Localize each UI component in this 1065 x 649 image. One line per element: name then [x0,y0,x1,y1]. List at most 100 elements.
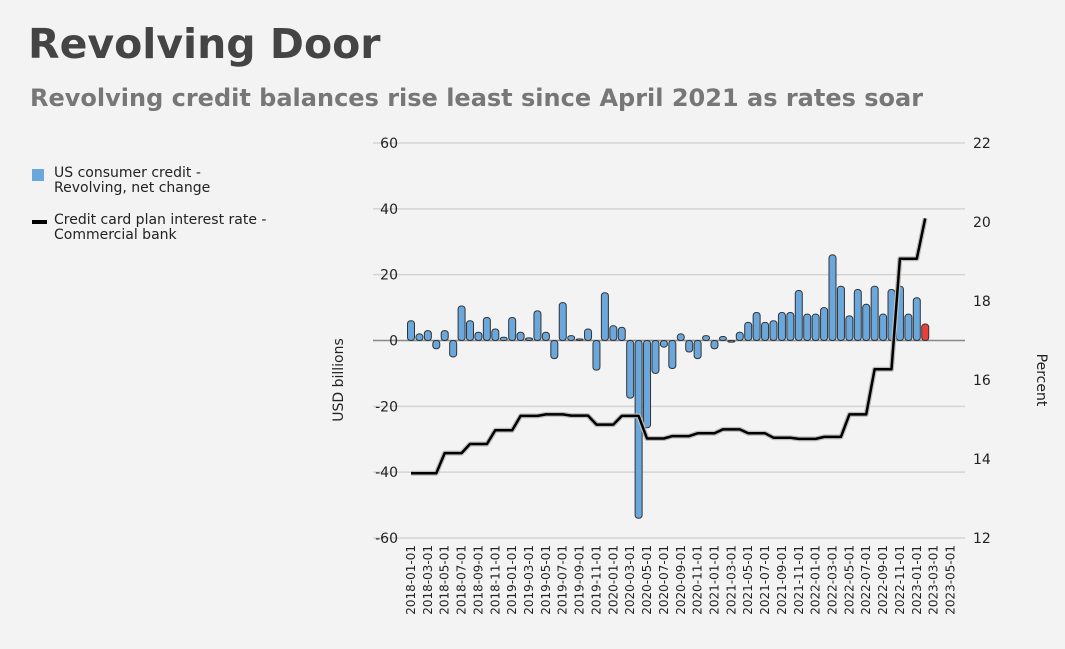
bar[interactable] [550,340,559,360]
bar[interactable] [836,285,845,341]
x-tick-label: 2020-05-01 [640,545,654,615]
bar[interactable] [862,303,871,341]
chart-subtitle: Revolving credit balances rise least sin… [30,84,924,112]
bar[interactable] [651,340,660,374]
bar[interactable] [761,321,770,342]
bar[interactable] [516,331,525,342]
bar[interactable] [482,316,491,342]
legend-label: Revolving, net change [54,180,211,196]
bar[interactable] [592,340,601,371]
bar[interactable] [912,297,921,342]
y-right-tick-label: 16 [973,373,991,389]
bar[interactable] [668,340,677,369]
bar[interactable] [921,323,930,341]
bar[interactable] [820,307,829,342]
x-tick-label: 2022-09-01 [876,545,890,615]
interest-rate-line-halo [411,217,928,476]
x-tick-label: 2018-09-01 [471,545,485,615]
y-right-tick-label: 12 [973,531,991,547]
y-right-tick-label: 14 [973,452,991,468]
bar[interactable] [440,330,449,341]
bar[interactable] [702,335,711,341]
bar[interactable] [600,292,609,342]
x-tick-label: 2019-09-01 [573,545,587,615]
bar[interactable] [744,321,753,342]
bar[interactable] [415,333,424,341]
bar[interactable] [466,320,475,341]
chart-title: Revolving Door [28,20,381,68]
y-left-tick-label: 20 [380,268,398,284]
bar[interactable] [879,313,888,341]
bar[interactable] [474,331,483,342]
x-tick-label: 2021-11-01 [792,545,806,615]
bar[interactable] [407,320,415,341]
bar[interactable] [685,340,694,353]
x-tick-label: 2019-11-01 [589,545,603,615]
bar[interactable] [752,312,761,342]
y-left-tick-label: -20 [375,399,398,415]
legend-label: Credit card plan interest rate - [54,212,267,228]
bar[interactable] [533,310,542,341]
x-tick-label: 2022-03-01 [826,545,840,615]
bar[interactable] [870,285,879,341]
x-tick-label: 2022-11-01 [893,545,907,615]
x-tick-label: 2018-11-01 [488,545,502,615]
bar[interactable] [643,340,652,429]
bar[interactable] [567,335,576,341]
y-left-tick-label: 40 [380,202,398,218]
bar[interactable] [508,316,517,342]
bar[interactable] [423,330,432,341]
bar[interactable] [584,328,593,341]
bar[interactable] [575,338,584,341]
bar[interactable] [811,313,820,341]
bar[interactable] [828,254,837,342]
bar[interactable] [718,336,727,341]
bar[interactable] [659,340,668,348]
x-tick-label: 2022-07-01 [859,545,873,615]
bar[interactable] [904,313,913,341]
bar[interactable] [845,315,854,341]
bar[interactable] [853,288,862,341]
bar[interactable] [727,340,736,343]
legend-item-interest-rate[interactable]: Credit card plan interest rate - Commerc… [32,213,266,243]
bar[interactable] [803,313,812,341]
bar[interactable] [617,326,626,342]
x-tick-label: 2022-01-01 [809,545,823,615]
bar[interactable] [491,328,500,341]
x-tick-label: 2019-07-01 [556,545,570,615]
legend-item-revolving[interactable]: US consumer credit - Revolving, net chan… [32,166,266,196]
legend-bar-swatch [32,169,44,181]
bar[interactable] [769,320,778,341]
bar[interactable] [626,340,635,399]
x-tick-label: 2023-01-01 [910,545,924,615]
bar[interactable] [609,325,618,341]
x-tick-label: 2018-01-01 [404,545,418,615]
bar[interactable] [558,302,567,342]
bar[interactable] [541,331,550,342]
bar[interactable] [457,305,466,341]
bar[interactable] [499,336,508,342]
interest-rate-line[interactable] [411,218,927,475]
x-tick-label: 2019-01-01 [505,545,519,615]
x-tick-label: 2021-03-01 [724,545,738,615]
legend: US consumer credit - Revolving, net chan… [32,166,266,260]
legend-line-swatch [32,220,47,224]
x-tick-label: 2020-03-01 [623,545,637,615]
x-tick-label: 2020-11-01 [691,545,705,615]
y-right-tick-label: 22 [973,136,991,152]
bar[interactable] [777,312,786,342]
y-axis-right-label: Percent [1033,354,1049,407]
bar[interactable] [710,340,719,350]
bar[interactable] [676,333,685,341]
y-right-tick-label: 18 [973,294,991,310]
y-left-tick-label: -40 [375,465,398,481]
bar[interactable] [786,312,795,342]
bar[interactable] [525,337,534,342]
bar[interactable] [449,340,458,358]
bar[interactable] [735,331,744,342]
bar[interactable] [794,289,803,342]
bar[interactable] [432,340,441,350]
x-tick-label: 2020-09-01 [674,545,688,615]
bar[interactable] [693,340,702,360]
